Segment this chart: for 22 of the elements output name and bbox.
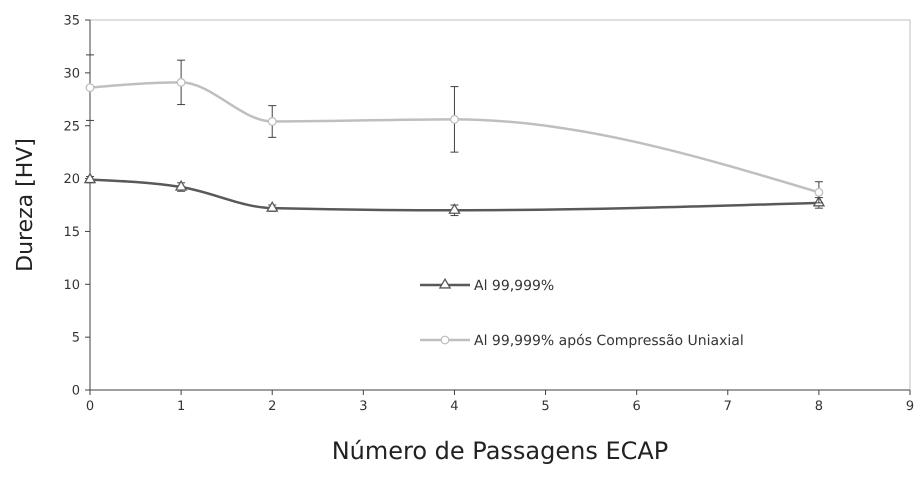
x-tick-label: 1 (176, 399, 186, 414)
legend-label: Al 99,999% (474, 278, 554, 294)
y-tick-label: 35 (63, 14, 80, 29)
y-tick-label: 20 (63, 172, 80, 188)
x-tick-label: 6 (632, 399, 641, 414)
x-tick-label: 3 (359, 399, 368, 414)
y-tick-label: 30 (63, 66, 80, 82)
x-tick-label: 4 (450, 399, 459, 414)
x-axis-title: Número de Passagens ECAP (332, 437, 668, 465)
y-axis-title: Dureza [HV] (13, 138, 38, 272)
y-tick-label: 25 (63, 119, 80, 134)
y-tick-label: 15 (63, 224, 80, 240)
x-tick-label: 0 (86, 399, 94, 414)
x-tick-label: 9 (906, 399, 914, 414)
y-tick-label: 10 (63, 278, 80, 293)
y-tick-label: 5 (72, 330, 80, 346)
y-tick-label: 0 (72, 384, 80, 399)
x-tick-label: 7 (724, 399, 732, 414)
legend-label: Al 99,999% após Compressão Uniaxial (474, 332, 744, 349)
x-tick-label: 8 (814, 399, 824, 414)
x-tick-label: 5 (541, 399, 550, 414)
x-tick-label: 2 (268, 399, 276, 414)
